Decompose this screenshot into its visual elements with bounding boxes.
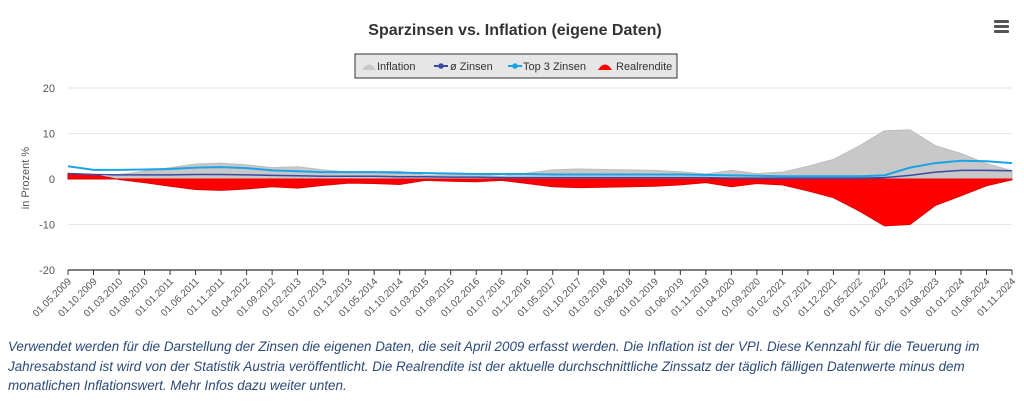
chart: Sparzinsen vs. Inflation (eigene Daten) … — [20, 22, 1018, 320]
legend-symbol-0 — [362, 64, 376, 70]
chart-title: Sparzinsen vs. Inflation (eigene Daten) — [368, 22, 661, 39]
legend-marker-1 — [438, 63, 444, 69]
y-axis-label: in Prozent % — [20, 147, 32, 210]
series-realrendite-area — [67, 173, 1013, 227]
legend: Inflation ø Zinsen Top 3 Zinsen Realrendite — [354, 53, 678, 79]
y-tick-label: -10 — [39, 220, 55, 232]
hamburger-menu-icon-bar — [993, 30, 1009, 33]
hamburger-menu-icon-bar — [993, 25, 1009, 28]
legend-label: Realrendite — [616, 61, 672, 73]
series-inflation-area — [68, 129, 1013, 180]
legend-marker-2 — [512, 63, 518, 69]
series-layer — [67, 129, 1013, 227]
hamburger-menu-icon — [993, 20, 1009, 23]
y-tick-label: 10 — [43, 129, 55, 141]
legend-label: ø Zinsen — [450, 61, 493, 73]
legend-label: Top 3 Zinsen — [523, 61, 586, 73]
chart-menu-button[interactable] — [989, 18, 1013, 40]
y-tick-label: 0 — [49, 174, 55, 186]
caption: Verwendet werden für die Darstellung der… — [8, 339, 980, 393]
y-tick-label: -20 — [39, 265, 55, 277]
series-avg-zinsen-line — [67, 169, 1013, 179]
legend-label: Inflation — [377, 61, 416, 73]
y-tick-label: 20 — [43, 83, 55, 95]
series-top3-zinsen-line — [67, 159, 1013, 178]
legend-symbol-3 — [598, 64, 612, 70]
